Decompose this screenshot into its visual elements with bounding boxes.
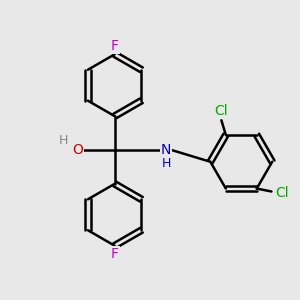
- Text: F: F: [111, 247, 119, 261]
- Text: H: H: [59, 134, 68, 147]
- Text: Cl: Cl: [214, 104, 228, 118]
- Text: N: N: [161, 143, 171, 157]
- Text: F: F: [111, 39, 119, 53]
- Text: O: O: [72, 143, 83, 157]
- Text: H: H: [162, 157, 172, 170]
- Text: Cl: Cl: [275, 186, 289, 200]
